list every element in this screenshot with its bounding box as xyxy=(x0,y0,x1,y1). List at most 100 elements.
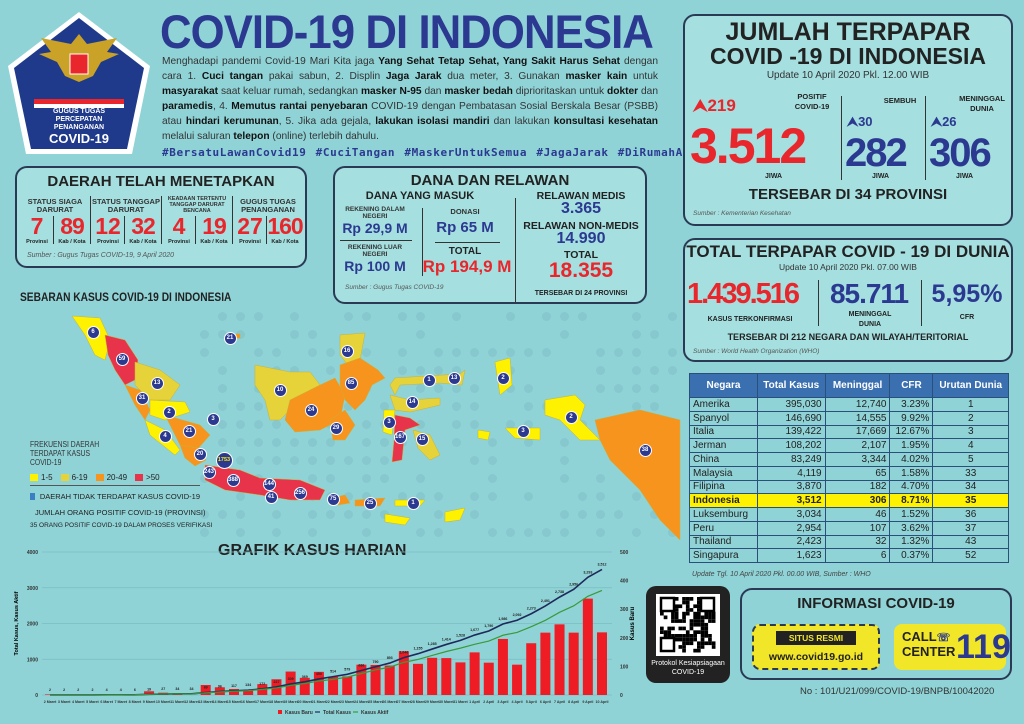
data-label-total: 4 xyxy=(106,688,108,692)
x-tick-label: 7 April xyxy=(554,700,565,704)
qr-code-box[interactable]: Protokol Kesiapsiagaan COVID-19 xyxy=(646,586,730,683)
table-cell: 107 xyxy=(825,521,890,535)
data-label-total: 2 xyxy=(91,688,93,692)
table-cell: Peru xyxy=(690,521,758,535)
positif-unit: JIWA xyxy=(765,173,782,180)
x-tick-label: 24 Maret xyxy=(354,700,369,704)
table-cell: 4.70% xyxy=(890,480,933,494)
sembuh-delta: ⮝30 xyxy=(847,114,873,130)
table-footer: Update Tgl. 10 April 2020 Pkl. 00.00 WIB… xyxy=(692,571,871,578)
island-ntt xyxy=(445,508,465,522)
table-cell: 65 xyxy=(825,466,890,480)
data-label-total: 1,046 xyxy=(399,651,408,655)
y-axis-label-right: Kasus Baru xyxy=(630,606,636,640)
province-case-bubble[interactable]: 1 xyxy=(423,374,436,387)
province-case-bubble[interactable]: 2 xyxy=(565,411,578,424)
x-tick-label: 17 Maret xyxy=(255,700,270,704)
province-case-bubble[interactable]: 29 xyxy=(330,422,343,435)
bar-kasus-baru xyxy=(498,639,508,695)
call-center-button[interactable]: CALL☏ CENTER 119 xyxy=(894,624,1006,670)
indonesia-tersebar: TERSEBAR DI 34 PROVINSI xyxy=(685,186,1011,203)
x-tick-label: 3 April xyxy=(497,700,508,704)
province-case-bubble[interactable]: 21 xyxy=(224,332,237,345)
province-case-bubble[interactable]: 388 xyxy=(227,474,240,487)
x-tick-label: 25 Maret xyxy=(368,700,383,704)
province-case-bubble[interactable]: 25 xyxy=(364,497,377,510)
table-row: Peru 2,954 107 3.62% 37 xyxy=(690,521,1009,535)
table-row: Amerika 395,030 12,740 3.23% 1 xyxy=(690,398,1009,412)
province-case-bubble[interactable]: 14 xyxy=(406,396,419,409)
table-cell: 4 xyxy=(933,439,1009,453)
province-case-bubble[interactable]: 16 xyxy=(341,345,354,358)
bar-kasus-baru xyxy=(413,664,423,695)
province-case-bubble[interactable]: 75 xyxy=(327,493,340,506)
province-case-bubble[interactable]: 24 xyxy=(305,404,318,417)
province-case-bubble[interactable]: 167 xyxy=(394,431,407,444)
data-label-total: 2,738 xyxy=(555,590,564,594)
province-case-bubble[interactable]: 10 xyxy=(274,384,287,397)
province-case-bubble[interactable]: 1 xyxy=(407,497,420,510)
x-tick-label: 27 Maret xyxy=(397,700,412,704)
province-case-bubble[interactable]: 3 xyxy=(517,425,530,438)
table-cell: Singapura xyxy=(690,549,758,563)
x-tick-label: 19 Maret xyxy=(283,700,298,704)
legend-label: 1-5 xyxy=(41,473,53,482)
situs-url[interactable]: www.covid19.go.id xyxy=(754,651,878,663)
table-cell: Filipina xyxy=(690,480,758,494)
x-tick-label: 13 Maret xyxy=(198,700,213,704)
bar-kasus-baru xyxy=(540,633,550,695)
province-case-bubble[interactable]: 15 xyxy=(416,433,429,446)
call-number: 119 xyxy=(956,628,1011,666)
situs-resmi-link[interactable]: SITUS RESMI www.covid19.go.id xyxy=(752,624,880,670)
province-case-bubble[interactable]: 38 xyxy=(639,444,652,457)
province-case-bubble[interactable]: 85 xyxy=(345,377,358,390)
table-cell: 395,030 xyxy=(757,398,825,412)
table-cell: 43 xyxy=(933,535,1009,549)
y-tick-right: 400 xyxy=(620,579,629,585)
data-label-total: 1,790 xyxy=(484,624,493,628)
qr-code-icon xyxy=(656,594,720,656)
province-case-bubble[interactable]: 59 xyxy=(116,353,129,366)
bubble-label: JUMLAH ORANG POSITIF COVID-19 (PROVINSI) xyxy=(35,508,205,517)
province-case-bubble[interactable]: 3 xyxy=(207,413,220,426)
data-label-total: 3,512 xyxy=(598,562,607,566)
x-tick-label: 4 April xyxy=(512,700,523,704)
table-cell: 3,034 xyxy=(757,508,825,522)
y-tick-left: 3000 xyxy=(27,586,38,592)
data-label-total: 893 xyxy=(387,656,393,660)
province-case-bubble[interactable]: 41 xyxy=(265,491,278,504)
table-cell: 2 xyxy=(933,411,1009,425)
data-label-total: 34 xyxy=(175,687,179,691)
table-row: Filipina 3,870 182 4.70% 34 xyxy=(690,480,1009,494)
province-case-bubble[interactable]: 21 xyxy=(183,425,196,438)
bar-kasus-baru xyxy=(455,662,465,695)
dunia-box: TOTAL TERPAPAR COVID - 19 DI DUNIA Updat… xyxy=(683,238,1013,362)
data-label-total: 2 xyxy=(77,688,79,692)
province-case-bubble[interactable]: 31 xyxy=(136,392,149,405)
table-cell: 36 xyxy=(933,508,1009,522)
province-case-bubble[interactable]: 243 xyxy=(203,466,216,479)
table-header: Urutan Dunia xyxy=(933,374,1009,398)
table-cell: Indonesia xyxy=(690,494,758,508)
table-cell: Luksemburg xyxy=(690,508,758,522)
province-case-bubble[interactable]: 6 xyxy=(87,326,100,339)
table-cell: China xyxy=(690,453,758,467)
province-case-bubble[interactable]: 2 xyxy=(497,372,510,385)
province-case-bubble[interactable]: 13 xyxy=(448,372,461,385)
y-tick-right: 500 xyxy=(620,550,629,556)
bar-kasus-baru xyxy=(385,666,395,695)
province-case-bubble[interactable]: 256 xyxy=(294,487,307,500)
province-case-bubble[interactable]: 144 xyxy=(263,478,276,491)
province-case-bubble[interactable]: 1753 xyxy=(216,452,233,469)
province-case-bubble[interactable]: 2 xyxy=(163,406,176,419)
province-case-bubble[interactable]: 13 xyxy=(151,377,164,390)
table-header: Total Kasus xyxy=(757,374,825,398)
province-case-bubble[interactable]: 3 xyxy=(383,416,396,429)
legend-swatch xyxy=(30,474,38,481)
x-tick-label: 12 Maret xyxy=(184,700,199,704)
data-label-total: 34 xyxy=(190,687,194,691)
bar-kasus-baru xyxy=(427,658,437,695)
x-tick-label: 31 Maret xyxy=(453,700,468,704)
arrow-up-icon: ⮝ xyxy=(693,96,707,115)
data-label-total: 450 xyxy=(316,672,322,676)
